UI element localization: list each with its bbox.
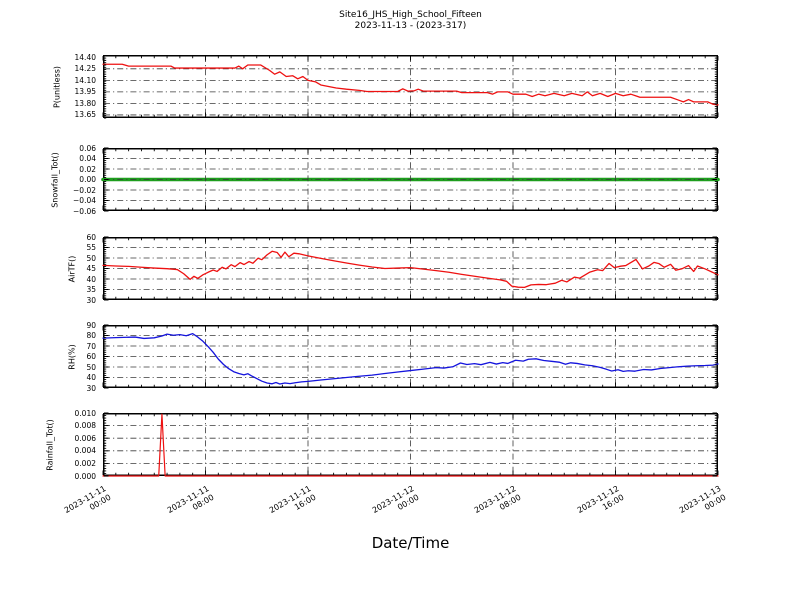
tick-marks: [102, 55, 719, 119]
plot-area: [102, 236, 719, 301]
chart-title: Site16_JHS_High_School_Fifteen 2023-11-1…: [103, 10, 718, 32]
y-tick-label: 13.65: [74, 110, 96, 120]
y-tick-label: 0.006: [74, 433, 96, 443]
y-tick-label: 60: [86, 232, 96, 242]
y-tick-label: 0.004: [74, 446, 96, 456]
x-tick-label: 2023-11-11 00:00: [34, 484, 113, 541]
y-tick-label: 30: [86, 383, 96, 393]
y-tick-label: 0.04: [79, 154, 96, 163]
y-tick-label: 50: [86, 253, 96, 263]
plot-area: [102, 55, 719, 119]
data-line-p: [102, 63, 719, 106]
x-tick-label: 2023-11-12 16:00: [546, 484, 625, 541]
panel-p-unitless: 14.40 14.25 14.10 13.95 13.80 13.65 P(unitless…: [0, 52, 800, 120]
y-tick-label: 0.00: [79, 175, 96, 184]
x-tick-label: 2023-11-12 00:00: [341, 484, 420, 541]
panel-snowfall-tot: 0.06 0.04 0.02 0.00 −0.02 −0.04 −0.06 Snowfall_…: [0, 144, 800, 216]
y-tick-label: 60: [86, 352, 96, 361]
y-tick-label: 0.008: [74, 421, 96, 431]
axes-border: [103, 325, 718, 388]
y-tick-label: 70: [86, 341, 96, 351]
panel-airtf: 60 55 50 45 40 35 30 AirTF(): [0, 233, 800, 305]
chart-title-line2: 2023-11-13 - (2023-317): [354, 21, 467, 31]
y-tick-label: 13.80: [74, 98, 96, 108]
tick-marks: [102, 147, 719, 212]
axes-border: [103, 237, 718, 300]
y-tick-label: 45: [86, 264, 96, 273]
y-tick-label: 80: [86, 331, 96, 340]
data-line-rainfall_tot: [102, 413, 719, 477]
chart-title-line1: Site16_JHS_High_School_Fifteen: [339, 10, 482, 20]
y-tick-label: 0.010: [74, 408, 96, 418]
y-tick-label: 0.02: [79, 164, 96, 174]
y-tick-label: 0.000: [74, 471, 96, 481]
y-tick-label: −0.06: [73, 206, 96, 216]
axes-border: [103, 55, 718, 118]
y-tick-label: −0.02: [73, 185, 96, 195]
y-tick-label: 14.10: [74, 75, 96, 85]
y-axis-label: Rainfall_Tot(): [45, 418, 55, 471]
y-tick-label: 55: [86, 243, 96, 252]
y-tick-label: 30: [86, 295, 96, 305]
x-tick-label: 2023-11-13 00:00: [649, 484, 728, 541]
y-tick-label: 40: [86, 373, 96, 382]
grid-lines: [104, 414, 717, 475]
y-tick-label: 0.06: [79, 143, 96, 153]
y-axis-label: AirTF(): [67, 255, 77, 282]
y-tick-label: 14.40: [74, 52, 96, 62]
plot-area: [101, 147, 720, 212]
grid-lines: [104, 238, 717, 299]
tick-marks: [102, 236, 719, 301]
grid-lines: [104, 56, 717, 117]
x-tick-label: 2023-11-12 08:00: [444, 484, 523, 541]
y-tick-label: 50: [86, 362, 96, 372]
plot-area: [102, 412, 719, 477]
y-tick-label: 35: [86, 285, 96, 294]
data-line-rh: [102, 332, 719, 385]
y-tick-label: 14.25: [74, 64, 96, 74]
y-tick-label: 13.95: [74, 87, 96, 97]
x-tick-label: 2023-11-11 08:00: [136, 484, 215, 541]
x-axis-title: Date/Time: [371, 534, 450, 552]
data-line-airtf: [102, 250, 719, 289]
grid-lines: [104, 149, 717, 210]
grid-lines: [104, 326, 717, 387]
y-tick-label: 40: [86, 274, 96, 284]
tick-marks: [102, 324, 719, 389]
y-axis-label: P(unitless): [52, 65, 62, 108]
y-tick-label: −0.04: [73, 196, 96, 205]
axes-border: [103, 413, 718, 476]
y-axis-label: Snowfall_Tot(): [50, 151, 60, 208]
tick-marks: [102, 412, 719, 477]
y-tick-label: 0.002: [74, 458, 96, 468]
panel-rainfall-tot: 0.010 0.008 0.006 0.004 0.002 0.000 Rainfall_T…: [0, 409, 800, 481]
y-axis-label: RH(%): [67, 343, 77, 370]
plot-area: [102, 324, 719, 389]
y-tick-label: 90: [86, 320, 96, 330]
panel-rh: 90 80 70 60 50 40 30 RH(%): [0, 321, 800, 393]
x-tick-label: 2023-11-11 16:00: [239, 484, 318, 541]
